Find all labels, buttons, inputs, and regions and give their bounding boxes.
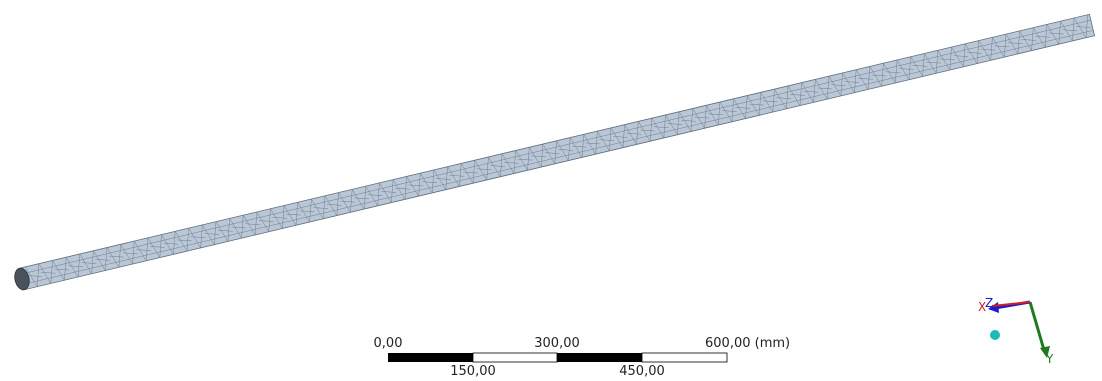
scale-label: 300,00 — [534, 336, 580, 351]
z-axis-label: Z — [985, 296, 993, 310]
origin-sphere — [990, 330, 1000, 340]
scale-label: 0,00 — [374, 336, 403, 351]
scale-segment — [473, 353, 557, 362]
scale-segment — [557, 353, 642, 362]
y-axis-label: Y — [1045, 352, 1054, 366]
scale-label: 150,00 — [450, 364, 496, 379]
scale-segment — [388, 353, 473, 362]
scale-segment — [642, 353, 727, 362]
scale-label: 450,00 — [619, 364, 665, 379]
scale-label: 600,00 (mm) — [705, 336, 790, 351]
viewport: 0,00 300,00 600,00 (mm) 150,00 450,00 X … — [0, 0, 1102, 381]
